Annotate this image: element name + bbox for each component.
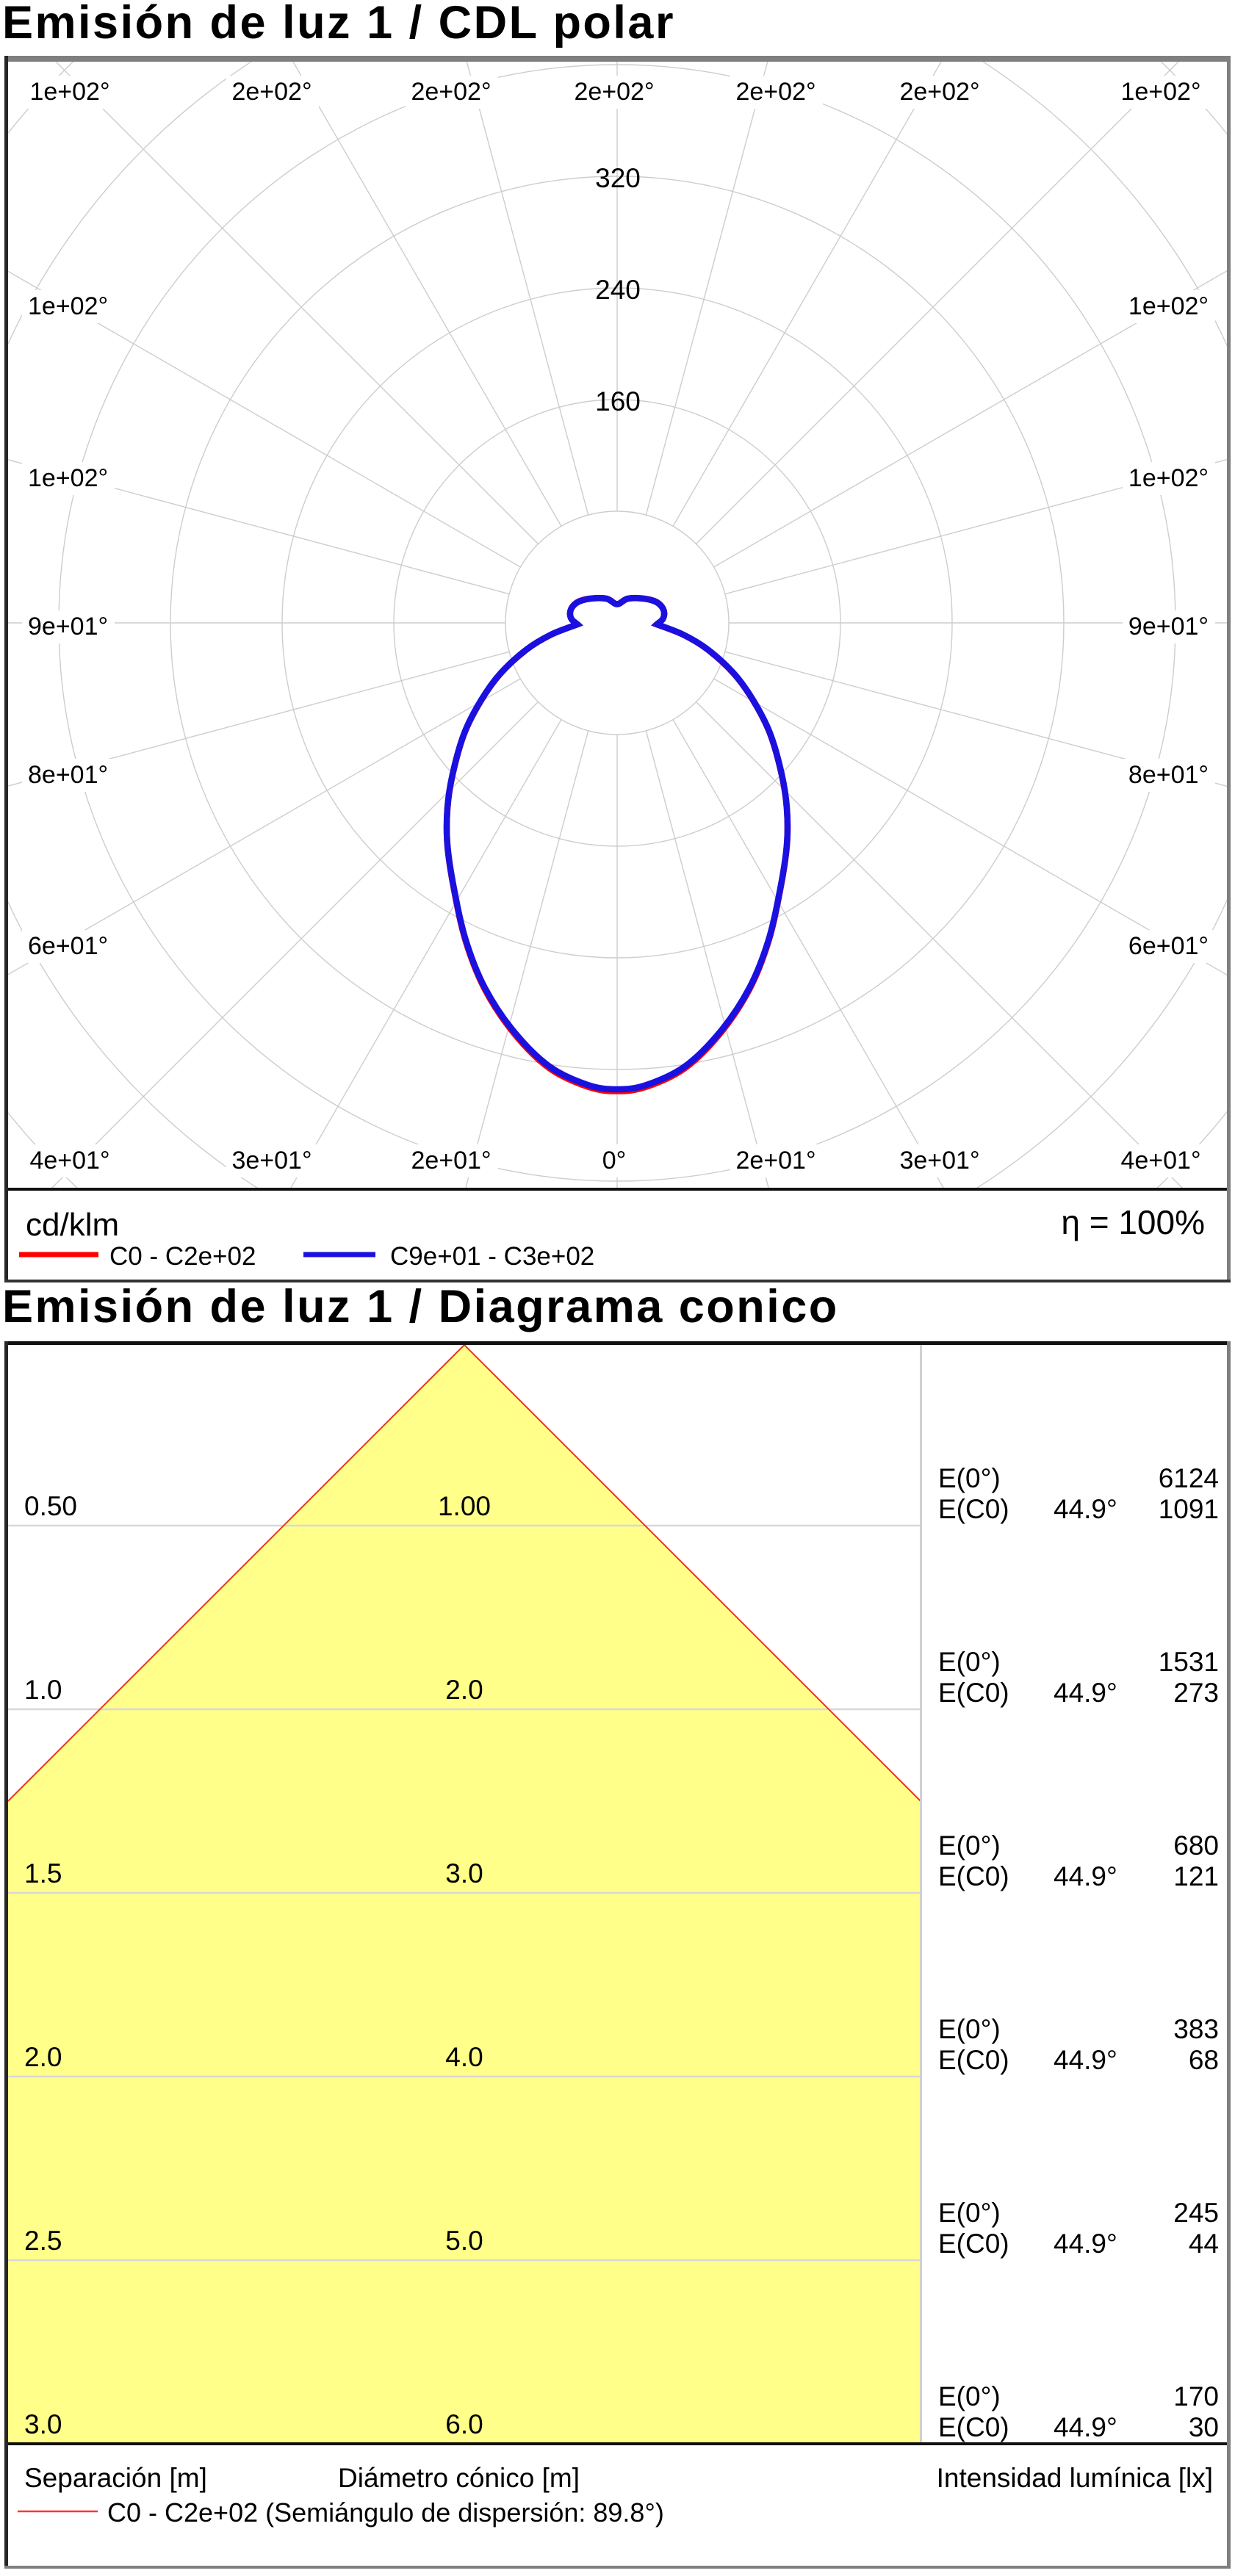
svg-text:8e+01°: 8e+01°: [28, 761, 108, 789]
svg-text:Intensidad lumínica [lx]: Intensidad lumínica [lx]: [937, 2463, 1213, 2493]
svg-text:3e+01°: 3e+01°: [231, 1147, 312, 1175]
svg-text:E(0°): E(0°): [938, 1463, 1001, 1493]
svg-text:170: 170: [1173, 2381, 1219, 2411]
svg-text:0°: 0°: [602, 1147, 627, 1175]
svg-text:0.50: 0.50: [24, 1491, 77, 1521]
svg-text:1091: 1091: [1159, 1494, 1219, 1524]
svg-text:6124: 6124: [1159, 1463, 1219, 1493]
svg-text:1e+02°: 1e+02°: [1128, 292, 1209, 320]
svg-text:44.9°: 44.9°: [1054, 1678, 1117, 1708]
svg-text:1e+02°: 1e+02°: [29, 78, 109, 106]
svg-text:44.9°: 44.9°: [1054, 2045, 1117, 2075]
svg-text:C9e+01 - C3e+02: C9e+01 - C3e+02: [390, 1242, 594, 1271]
svg-text:44.9°: 44.9°: [1054, 2229, 1117, 2259]
svg-text:1.0: 1.0: [24, 1675, 62, 1705]
svg-text:44.9°: 44.9°: [1054, 1861, 1117, 1891]
svg-text:6e+01°: 6e+01°: [1128, 932, 1209, 960]
svg-text:Diámetro cónico [m]: Diámetro cónico [m]: [338, 2463, 580, 2493]
svg-text:273: 273: [1173, 1678, 1219, 1708]
svg-text:E(0°): E(0°): [938, 2381, 1001, 2411]
svg-text:6e+01°: 6e+01°: [28, 932, 108, 960]
svg-text:4e+01°: 4e+01°: [29, 1147, 109, 1175]
svg-text:44: 44: [1189, 2229, 1219, 2259]
svg-text:240: 240: [595, 275, 641, 305]
svg-text:2.0: 2.0: [445, 1675, 483, 1705]
svg-text:1.5: 1.5: [24, 1858, 62, 1888]
svg-text:1.00: 1.00: [438, 1491, 491, 1521]
svg-text:680: 680: [1173, 1830, 1219, 1861]
svg-text:Separación [m]: Separación [m]: [24, 2463, 207, 2493]
svg-text:160: 160: [595, 386, 641, 416]
svg-text:9e+01°: 9e+01°: [1128, 613, 1209, 641]
svg-text:4e+01°: 4e+01°: [1120, 1147, 1200, 1175]
svg-text:E(0°): E(0°): [938, 1830, 1001, 1861]
svg-text:1e+02°: 1e+02°: [1120, 78, 1200, 106]
svg-text:E(0°): E(0°): [938, 2014, 1001, 2044]
svg-text:E(C0): E(C0): [938, 1678, 1009, 1708]
svg-text:C0 - C2e+02: C0 - C2e+02: [109, 1242, 256, 1271]
svg-text:9e+01°: 9e+01°: [28, 613, 108, 641]
svg-text:E(C0): E(C0): [938, 1861, 1009, 1891]
svg-text:2.5: 2.5: [24, 2226, 62, 2256]
svg-text:Emisión de luz 1 / Diagrama co: Emisión de luz 1 / Diagrama conico: [2, 1281, 839, 1332]
svg-text:68: 68: [1189, 2045, 1219, 2075]
svg-text:3.0: 3.0: [445, 1858, 483, 1888]
svg-text:2.0: 2.0: [24, 2042, 62, 2072]
svg-text:2e+02°: 2e+02°: [411, 78, 491, 106]
svg-text:E(C0): E(C0): [938, 2229, 1009, 2259]
svg-text:245: 245: [1173, 2198, 1219, 2228]
svg-text:Emisión de luz 1 / CDL polar: Emisión de luz 1 / CDL polar: [2, 0, 675, 48]
svg-text:44.9°: 44.9°: [1054, 2412, 1117, 2442]
svg-text:E(0°): E(0°): [938, 2198, 1001, 2228]
svg-text:1e+02°: 1e+02°: [28, 292, 108, 320]
svg-text:30: 30: [1189, 2412, 1219, 2442]
svg-text:2e+01°: 2e+01°: [411, 1147, 491, 1175]
svg-text:6.0: 6.0: [445, 2409, 483, 2439]
svg-text:1531: 1531: [1159, 1647, 1219, 1677]
svg-text:2e+02°: 2e+02°: [899, 78, 979, 106]
svg-text:2e+02°: 2e+02°: [574, 78, 654, 106]
svg-text:3e+01°: 3e+01°: [899, 1147, 979, 1175]
svg-text:121: 121: [1173, 1861, 1219, 1891]
svg-text:1e+02°: 1e+02°: [1128, 464, 1209, 492]
svg-text:320: 320: [595, 163, 641, 193]
svg-text:4.0: 4.0: [445, 2042, 483, 2072]
svg-text:E(C0): E(C0): [938, 2412, 1009, 2442]
svg-text:383: 383: [1173, 2014, 1219, 2044]
svg-text:η = 100%: η = 100%: [1061, 1203, 1205, 1241]
svg-text:8e+01°: 8e+01°: [1128, 761, 1209, 789]
svg-text:1e+02°: 1e+02°: [28, 464, 108, 492]
svg-text:3.0: 3.0: [24, 2409, 62, 2439]
svg-text:2e+01°: 2e+01°: [735, 1147, 815, 1175]
svg-text:E(0°): E(0°): [938, 1647, 1001, 1677]
svg-text:cd/klm: cd/klm: [26, 1207, 119, 1243]
svg-text:E(C0): E(C0): [938, 1494, 1009, 1524]
svg-text:2e+02°: 2e+02°: [231, 78, 312, 106]
svg-text:5.0: 5.0: [445, 2226, 483, 2256]
svg-text:44.9°: 44.9°: [1054, 1494, 1117, 1524]
svg-text:C0 - C2e+02 (Semiángulo de dis: C0 - C2e+02 (Semiángulo de dispersión: 8…: [107, 2497, 664, 2528]
svg-text:E(C0): E(C0): [938, 2045, 1009, 2075]
svg-text:2e+02°: 2e+02°: [735, 78, 815, 106]
